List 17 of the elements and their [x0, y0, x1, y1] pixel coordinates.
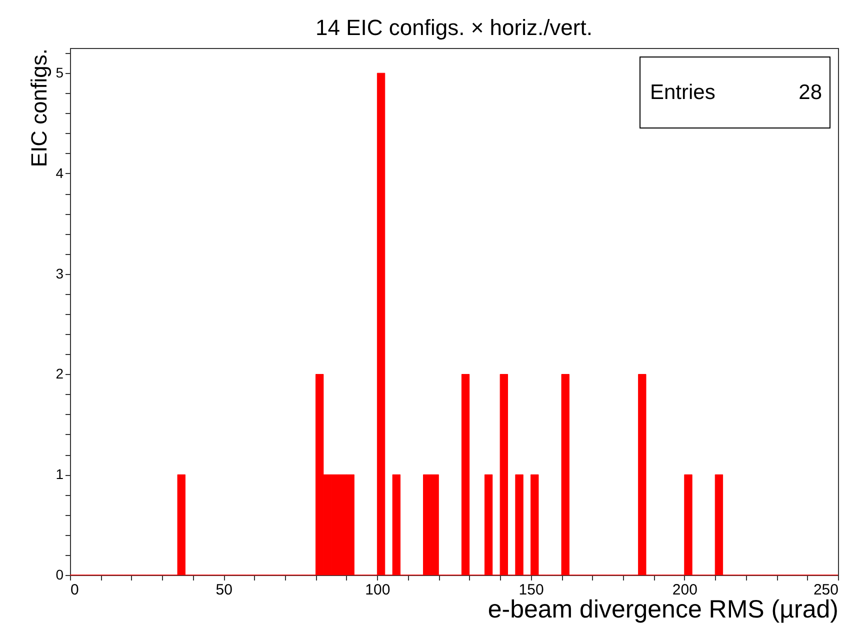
y-tick-label: 2 [56, 366, 64, 382]
y-tick-label: 0 [56, 566, 64, 582]
chart-title: 14 EIC configs. × horiz./vert. [316, 15, 592, 40]
x-tick-label: 200 [672, 582, 698, 598]
x-tick-label: 250 [813, 582, 838, 598]
y-tick-label: 1 [56, 466, 64, 482]
annotation: 28 [798, 81, 822, 104]
x-tick-label: 0 [70, 582, 79, 598]
y-tick-label: 5 [56, 64, 64, 81]
y-tick-label: 3 [56, 265, 64, 282]
y-tick-label: 4 [56, 164, 64, 181]
x-axis-title: e-beam divergence RMS (µrad) [488, 596, 838, 624]
x-tick-label: 100 [365, 582, 390, 598]
x-tick-label: 150 [518, 582, 544, 598]
annotation: Entries [650, 81, 716, 104]
x-tick-label: 50 [216, 582, 232, 598]
y-axis-title: EIC configs. [26, 48, 52, 168]
